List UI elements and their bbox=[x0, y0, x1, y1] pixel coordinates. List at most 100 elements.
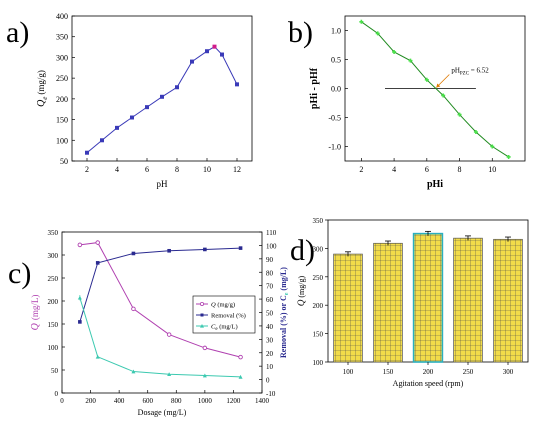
c-legend-marker bbox=[200, 313, 204, 317]
c-xtick-label: 200 bbox=[85, 397, 96, 405]
d-xaxis-title: Agitation speed (rpm) bbox=[393, 379, 464, 388]
chart-panel-a: 2 4 6 8 10 12 50 100 150 200 250 300 350 400 pH Qe (mg/g… bbox=[36, 12, 253, 189]
chart-panel-c: 0 200 400 600 800 1000 1200 1400050100150200250… bbox=[30, 229, 290, 417]
d-ytick-label: 100 bbox=[313, 359, 324, 367]
a-yaxis-title-units: (mg/g) bbox=[36, 70, 46, 95]
c-data-point bbox=[131, 369, 136, 374]
chart-panel-b: 2 4 6 8 10 -1.0 -0.5 0.0 0.5 1.0 pHi pHi - pHf pHPZC… bbox=[309, 15, 526, 190]
d-xtick-label: 150 bbox=[383, 368, 394, 376]
a-data-point bbox=[220, 52, 224, 57]
d-xtick-label: 200 bbox=[423, 368, 434, 376]
c-yaxis-right-b: (mg/L) bbox=[279, 267, 288, 293]
c-ytick-right-label: 90 bbox=[266, 256, 274, 264]
a-ytick-label: 150 bbox=[56, 116, 68, 125]
c-legend-label-main: C bbox=[211, 324, 216, 331]
b-xtick-label: 10 bbox=[488, 165, 496, 174]
c-xtick-label: 1400 bbox=[255, 397, 270, 405]
a-xaxis-title: pH bbox=[157, 179, 169, 189]
c-data-point bbox=[238, 374, 243, 379]
c-data-point bbox=[77, 295, 82, 300]
c-xaxis-title: Dosage (mg/L) bbox=[138, 408, 187, 417]
c-legend-marker bbox=[199, 301, 204, 306]
c-ytick-right-label: 110 bbox=[266, 229, 277, 237]
c-ytick-right-label: 20 bbox=[266, 350, 274, 358]
a-data-point bbox=[145, 105, 149, 110]
c-series-line-1 bbox=[79, 247, 241, 323]
panel-label-a: a) bbox=[6, 16, 29, 49]
c-ytick-right-label: 100 bbox=[266, 242, 277, 250]
b-data-point bbox=[392, 49, 397, 54]
b-data-point bbox=[359, 19, 364, 24]
a-xtick-label: 10 bbox=[203, 165, 211, 174]
b-annotation-rest: = 6.52 bbox=[469, 67, 489, 75]
b-data-point bbox=[473, 130, 478, 134]
c-series-line-2 bbox=[79, 297, 241, 378]
c-ytick-left-label: 350 bbox=[48, 229, 59, 237]
c-ytick-left-label: 50 bbox=[51, 367, 59, 375]
a-xtick-label: 8 bbox=[175, 165, 179, 174]
c-yaxis-right-a: Removal (%) or C bbox=[279, 295, 288, 358]
c-xtick-label: 0 bbox=[60, 397, 64, 405]
b-xtick-label: 4 bbox=[392, 165, 396, 174]
panel-label-d: d) bbox=[290, 234, 315, 267]
c-ytick-left-label: 0 bbox=[55, 390, 59, 398]
c-data-point bbox=[238, 354, 243, 360]
c-xtick-label: 400 bbox=[114, 397, 125, 405]
d-bar bbox=[493, 238, 523, 363]
b-ytick-label: 1.0 bbox=[331, 27, 341, 36]
c-ytick-right-label: 80 bbox=[266, 269, 274, 277]
b-xtick-label: 2 bbox=[359, 165, 363, 174]
c-ytick-right-label: 30 bbox=[266, 336, 274, 344]
c-xtick-label: 600 bbox=[142, 397, 153, 405]
b-annotation-text: pHPZC = 6.52 bbox=[451, 67, 489, 77]
c-legend-label: Removal (%) bbox=[211, 313, 246, 320]
panel-label-c: c) bbox=[8, 257, 31, 290]
c-data-point bbox=[202, 373, 207, 378]
d-bar bbox=[453, 237, 483, 363]
b-data-point bbox=[490, 144, 495, 149]
b-xaxis-title: pHi bbox=[427, 179, 443, 190]
d-ytick-label: 350 bbox=[313, 217, 324, 225]
b-data-point bbox=[375, 31, 380, 36]
a-ytick-label: 300 bbox=[56, 53, 68, 62]
c-ytick-right-label: 60 bbox=[266, 296, 274, 304]
a-data-point bbox=[130, 115, 134, 120]
a-data-point bbox=[235, 82, 239, 87]
a-xtick-label: 2 bbox=[85, 165, 89, 174]
c-data-point bbox=[95, 261, 100, 265]
c-yaxis-right-sub: e bbox=[284, 292, 290, 295]
c-xtick-label: 1000 bbox=[198, 397, 213, 405]
c-data-point bbox=[131, 251, 136, 256]
d-xtick-label: 250 bbox=[463, 368, 474, 376]
c-legend-marker bbox=[200, 324, 204, 328]
a-data-point bbox=[100, 138, 104, 143]
d-bar bbox=[412, 232, 444, 363]
d-yaxis-title: Q(mg/g) bbox=[296, 276, 306, 307]
c-data-point bbox=[95, 354, 100, 359]
c-legend-label-rest: (mg/L) bbox=[218, 324, 238, 331]
a-data-point bbox=[205, 49, 209, 54]
c-legend-label-sub: e bbox=[215, 327, 218, 332]
d-bar bbox=[333, 253, 363, 363]
b-data-point bbox=[441, 93, 446, 98]
c-data-point bbox=[202, 345, 208, 351]
c-yaxis-right-title: Removal (%) or Ce (mg/L) bbox=[279, 267, 290, 358]
c-ytick-right-label: 0 bbox=[266, 377, 270, 385]
c-ytick-left-label: 100 bbox=[48, 344, 59, 352]
c-ytick-right-label: 70 bbox=[266, 283, 274, 291]
c-ytick-right-label: -10 bbox=[266, 390, 276, 398]
c-legend-label-main: Removal (%) bbox=[211, 313, 246, 320]
c-legend-label: Q (mg/g) bbox=[211, 302, 235, 309]
a-xtick-label: 12 bbox=[233, 165, 241, 174]
c-xtick-label: 1200 bbox=[226, 397, 241, 405]
c-data-point bbox=[167, 372, 172, 377]
d-ytick-label: 150 bbox=[313, 331, 324, 339]
b-annotation-sub: PZC bbox=[460, 72, 470, 77]
b-annotation-arrowhead bbox=[436, 83, 441, 88]
b-ytick-label: 0.0 bbox=[331, 85, 341, 94]
c-legend-label: Ce (mg/L) bbox=[211, 324, 238, 333]
c-data-point bbox=[95, 240, 100, 245]
b-ytick-label: 0.5 bbox=[331, 56, 341, 65]
c-ytick-right-label: 10 bbox=[266, 363, 274, 371]
c-data-point bbox=[167, 248, 171, 253]
